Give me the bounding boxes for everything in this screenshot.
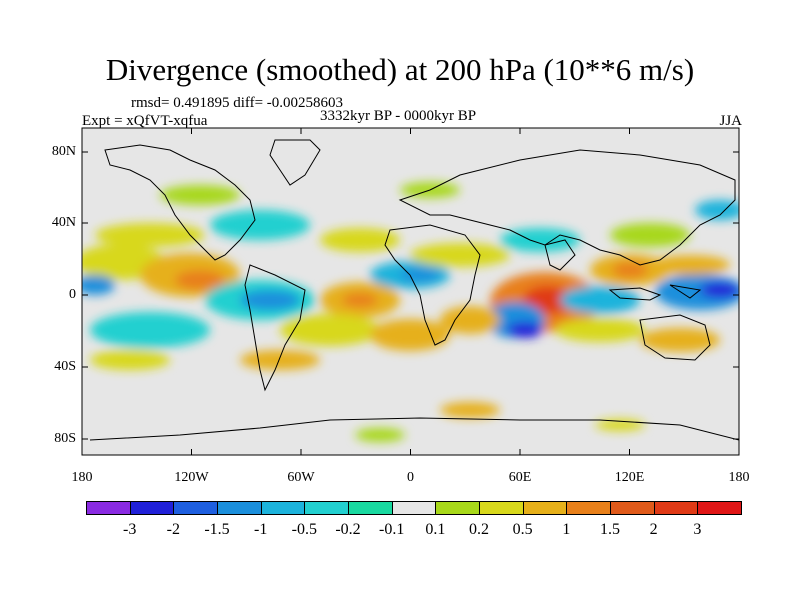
colorbar-swatch	[260, 501, 306, 515]
colorbar-swatch	[348, 501, 393, 515]
contour-field	[82, 182, 739, 442]
colorbar-swatch	[653, 501, 699, 515]
x-tick-60e: 60E	[508, 470, 532, 485]
y-tick-80s: 80S	[54, 431, 76, 446]
colorbar-swatch	[522, 501, 568, 515]
colorbar-swatch	[304, 501, 349, 515]
colorbar-swatch	[86, 501, 131, 515]
x-tick-120e: 120E	[614, 470, 645, 485]
colorbar-label: 0.1	[425, 521, 446, 538]
colorbar-label: -1.5	[204, 521, 230, 538]
colorbar-swatch	[391, 501, 437, 515]
colorbar-label: 1	[562, 521, 571, 538]
plot-title: Divergence (smoothed) at 200 hPa (10**6 …	[105, 52, 695, 87]
colorbar-label: 2	[649, 521, 658, 538]
colorbar-swatch	[173, 501, 218, 515]
x-tick-0: 0	[407, 470, 414, 485]
season-label: JJA	[719, 113, 742, 129]
colorbar-swatch	[610, 501, 655, 515]
experiment-label: Expt = xQfVT-xqfua	[82, 113, 208, 129]
colorbar-swatch	[435, 501, 480, 515]
y-tick-40s: 40S	[54, 359, 76, 374]
colorbar-label: 1.5	[600, 521, 620, 538]
x-tick-180w: 180	[71, 470, 93, 485]
colorbar-swatch	[479, 501, 524, 515]
y-tick-0: 0	[69, 287, 76, 302]
colorbar-swatch	[697, 501, 742, 515]
colorbar-label: 0.2	[469, 521, 489, 538]
x-tick-60w: 60W	[287, 470, 315, 485]
colorbar-label: 0.5	[512, 521, 533, 538]
colorbar-swatch	[217, 501, 262, 515]
colorbar-label: 3	[693, 521, 702, 538]
time-period-label: 3332kyr BP - 0000kyr BP	[320, 108, 477, 124]
colorbar-label: -3	[122, 521, 137, 538]
x-tick-120w: 120W	[174, 470, 209, 485]
coastlines	[89, 139, 739, 441]
colorbar-swatch	[566, 501, 611, 515]
colorbar-label: -0.5	[291, 521, 317, 538]
x-tick-180e: 180	[728, 470, 750, 485]
colorbar-label: -2	[166, 521, 180, 538]
y-tick-40n: 40N	[51, 215, 76, 230]
colorbar-swatch	[129, 501, 175, 515]
axis-ticks	[81, 128, 740, 455]
colorbar-label: -0.1	[378, 521, 405, 538]
colorbar-label: -1	[253, 521, 268, 538]
colorbar-label: -0.2	[335, 521, 361, 538]
y-tick-80n: 80N	[51, 144, 76, 159]
rmsd-diff-label: rmsd= 0.491895 diff= -0.00258603	[131, 95, 344, 111]
